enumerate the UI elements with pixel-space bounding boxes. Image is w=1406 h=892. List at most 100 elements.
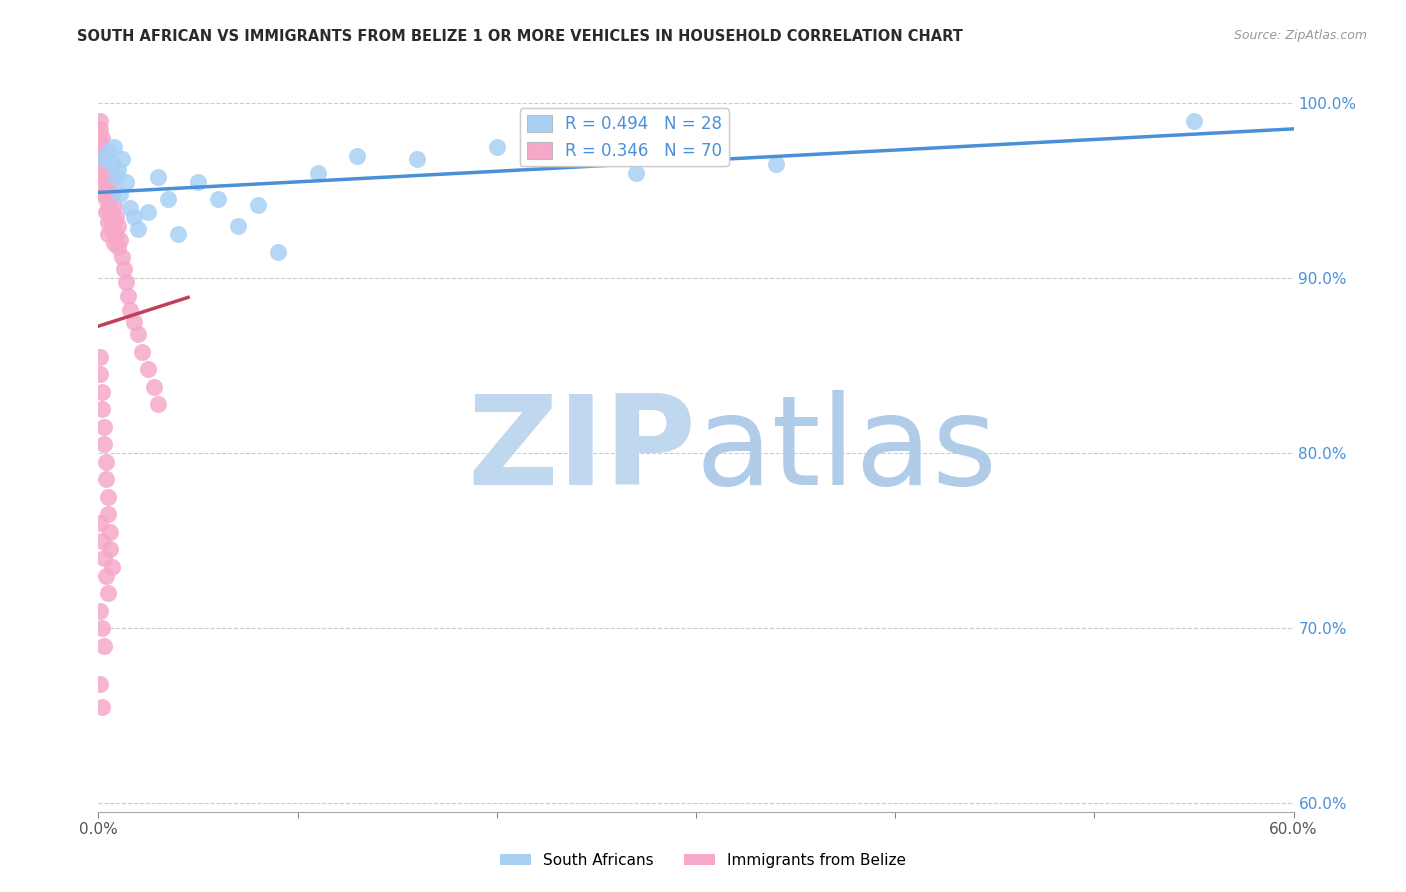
Point [107,162,129,177]
Legend: South Africans, Immigrants from Belize: South Africans, Immigrants from Belize [494,847,912,873]
Text: Source: ZipAtlas.com: Source: ZipAtlas.com [1233,29,1367,43]
Point [103,236,125,251]
Point [89,603,111,617]
Point [96,149,118,163]
Point [485,140,508,154]
Point [93,420,115,434]
Point [112,262,135,277]
Point [136,362,159,376]
Point [103,197,125,211]
Point [105,227,128,242]
Point [91,384,114,399]
Point [124,210,146,224]
Point [93,169,115,184]
Point [105,169,128,184]
Point [101,187,124,202]
Point [103,215,125,229]
Point [91,157,114,171]
Point [98,210,122,224]
Point [226,219,249,233]
Point [97,227,120,242]
Point [93,437,115,451]
Point [93,145,115,160]
Point [93,187,115,202]
Point [97,201,120,215]
Point [89,350,111,364]
Point [97,490,120,504]
Point [148,169,170,184]
Legend: R = 0.494   N = 28, R = 0.346   N = 70: R = 0.494 N = 28, R = 0.346 N = 70 [520,108,728,167]
Point [107,219,129,233]
Point [143,379,166,393]
Point [97,508,120,522]
Point [115,275,138,289]
Point [96,204,118,219]
Point [120,201,142,215]
Point [136,204,159,219]
Point [110,233,132,247]
Point [89,368,111,382]
Point [110,187,132,202]
Point [97,166,120,180]
Point [97,215,120,229]
Point [96,193,118,207]
Point [124,315,146,329]
Point [91,140,114,154]
Point [96,472,118,486]
Point [111,250,134,264]
Point [98,193,122,207]
Text: atlas: atlas [696,390,998,511]
Point [406,152,429,166]
Point [93,152,115,166]
Point [89,135,111,149]
Point [117,288,139,302]
Point [101,204,124,219]
Point [96,455,118,469]
Point [101,559,124,574]
Point [89,113,111,128]
Point [91,149,114,163]
Point [127,222,149,236]
Point [157,193,180,207]
Point [89,122,111,136]
Point [91,402,114,417]
Point [93,152,115,166]
Point [93,551,115,566]
Point [127,327,149,342]
Point [115,175,138,189]
Point [89,677,111,691]
Point [91,166,114,180]
Point [187,175,209,189]
Point [131,344,153,359]
Point [267,244,290,259]
Text: SOUTH AFRICAN VS IMMIGRANTS FROM BELIZE 1 OR MORE VEHICLES IN HOUSEHOLD CORRELAT: SOUTH AFRICAN VS IMMIGRANTS FROM BELIZE … [77,29,963,45]
Point [96,568,118,582]
Point [148,397,170,411]
Point [89,516,111,530]
Point [91,699,114,714]
Point [120,302,142,317]
Point [91,533,114,548]
Point [765,157,787,171]
Point [111,152,134,166]
Point [626,166,648,180]
Point [91,621,114,635]
Point [105,210,128,224]
Point [167,227,190,242]
Point [246,197,269,211]
Point [101,222,124,236]
Point [96,175,118,189]
Point [97,145,120,160]
Point [97,586,120,600]
Point [91,131,114,145]
Point [98,542,122,557]
Point [207,193,229,207]
Point [97,184,120,198]
Text: ZIP: ZIP [467,390,696,511]
Point [107,240,129,254]
Point [98,524,122,539]
Point [346,149,368,163]
Point [103,140,125,154]
Point [93,639,115,653]
Point [1182,113,1205,128]
